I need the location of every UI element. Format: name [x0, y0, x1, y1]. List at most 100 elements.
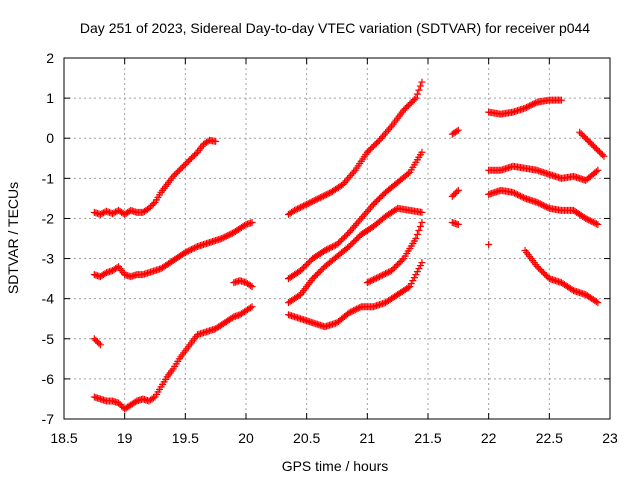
data-point — [333, 241, 341, 249]
data-point — [544, 204, 552, 212]
data-point — [518, 193, 526, 201]
data-point — [374, 196, 382, 204]
data-point — [382, 270, 390, 278]
data-point — [527, 101, 535, 109]
data-point — [186, 156, 194, 164]
data-point — [295, 204, 303, 212]
data-point — [418, 218, 426, 226]
data-point — [404, 284, 412, 292]
data-point — [412, 271, 420, 279]
data-point — [298, 203, 306, 211]
chart-title: Day 251 of 2023, Sidereal Day-to-day VTE… — [80, 20, 590, 36]
data-point — [557, 96, 565, 104]
data-point — [218, 235, 226, 242]
data-point — [304, 200, 312, 208]
series-s7 — [284, 204, 426, 307]
data-point — [521, 104, 529, 112]
y-tick-label: -5 — [42, 331, 55, 347]
data-point — [321, 191, 329, 199]
data-point — [345, 243, 353, 251]
data-point — [324, 190, 332, 198]
data-point — [169, 172, 177, 180]
data-point — [148, 201, 156, 209]
data-point — [538, 267, 546, 275]
data-point — [403, 103, 411, 111]
data-point — [585, 137, 593, 145]
data-point — [418, 78, 426, 86]
data-point — [113, 264, 121, 272]
data-point — [363, 148, 371, 156]
y-tick-label: 0 — [46, 130, 54, 146]
data-point — [295, 292, 303, 300]
data-point — [594, 220, 602, 228]
series-s5 — [284, 78, 426, 218]
data-point — [374, 138, 382, 146]
y-axis-label: SDTVAR / TECUs — [5, 182, 21, 294]
data-point — [190, 244, 198, 252]
data-point — [533, 198, 541, 206]
data-point — [109, 210, 117, 218]
data-point — [453, 188, 461, 196]
data-point — [542, 203, 550, 211]
data-point — [184, 247, 192, 255]
data-point — [535, 264, 543, 272]
data-point — [371, 141, 379, 149]
data-point — [418, 148, 426, 156]
x-tick-label: 20 — [238, 430, 254, 446]
data-point — [372, 197, 380, 205]
data-point — [324, 245, 332, 253]
data-point — [588, 140, 596, 148]
y-tick-label: -1 — [42, 170, 55, 186]
data-point — [398, 256, 406, 264]
series-s12 — [485, 162, 602, 184]
data-point — [224, 231, 232, 239]
data-point — [580, 133, 588, 141]
data-point — [388, 267, 396, 275]
data-point — [189, 245, 197, 253]
data-point — [356, 303, 364, 311]
data-point — [413, 90, 421, 98]
data-point — [192, 243, 200, 251]
data-point — [510, 189, 518, 197]
data-point — [409, 277, 417, 285]
x-tick-label: 21 — [360, 430, 376, 446]
series-s1 — [90, 136, 220, 218]
data-point — [318, 193, 326, 201]
data-point — [187, 154, 195, 162]
data-point — [172, 169, 180, 177]
data-point — [454, 220, 462, 228]
data-point — [380, 270, 388, 278]
data-point — [369, 142, 377, 150]
data-point — [418, 259, 426, 267]
data-point — [92, 336, 100, 344]
data-point — [316, 267, 324, 275]
data-point — [363, 279, 371, 287]
data-point — [454, 126, 462, 134]
data-points — [90, 78, 608, 413]
data-point — [325, 244, 333, 252]
data-point — [228, 314, 236, 322]
data-point — [350, 306, 358, 314]
data-point — [526, 102, 534, 110]
x-axis-label: GPS time / hours — [282, 458, 389, 474]
data-point — [227, 230, 235, 238]
data-point — [407, 99, 415, 107]
data-point — [369, 200, 377, 208]
data-point — [351, 306, 359, 314]
data-point — [322, 191, 330, 199]
x-tick-label: 21.5 — [414, 430, 441, 446]
data-point — [404, 102, 412, 110]
data-point — [577, 130, 585, 138]
data-point — [102, 207, 110, 215]
data-point — [524, 103, 532, 111]
data-point — [383, 269, 391, 277]
data-point — [586, 217, 594, 225]
data-point — [178, 163, 186, 171]
data-point — [225, 231, 233, 239]
data-point — [542, 272, 550, 280]
data-point — [413, 230, 421, 238]
data-point — [95, 339, 103, 347]
data-point — [189, 153, 197, 161]
data-point — [313, 195, 321, 203]
data-point — [96, 341, 104, 349]
